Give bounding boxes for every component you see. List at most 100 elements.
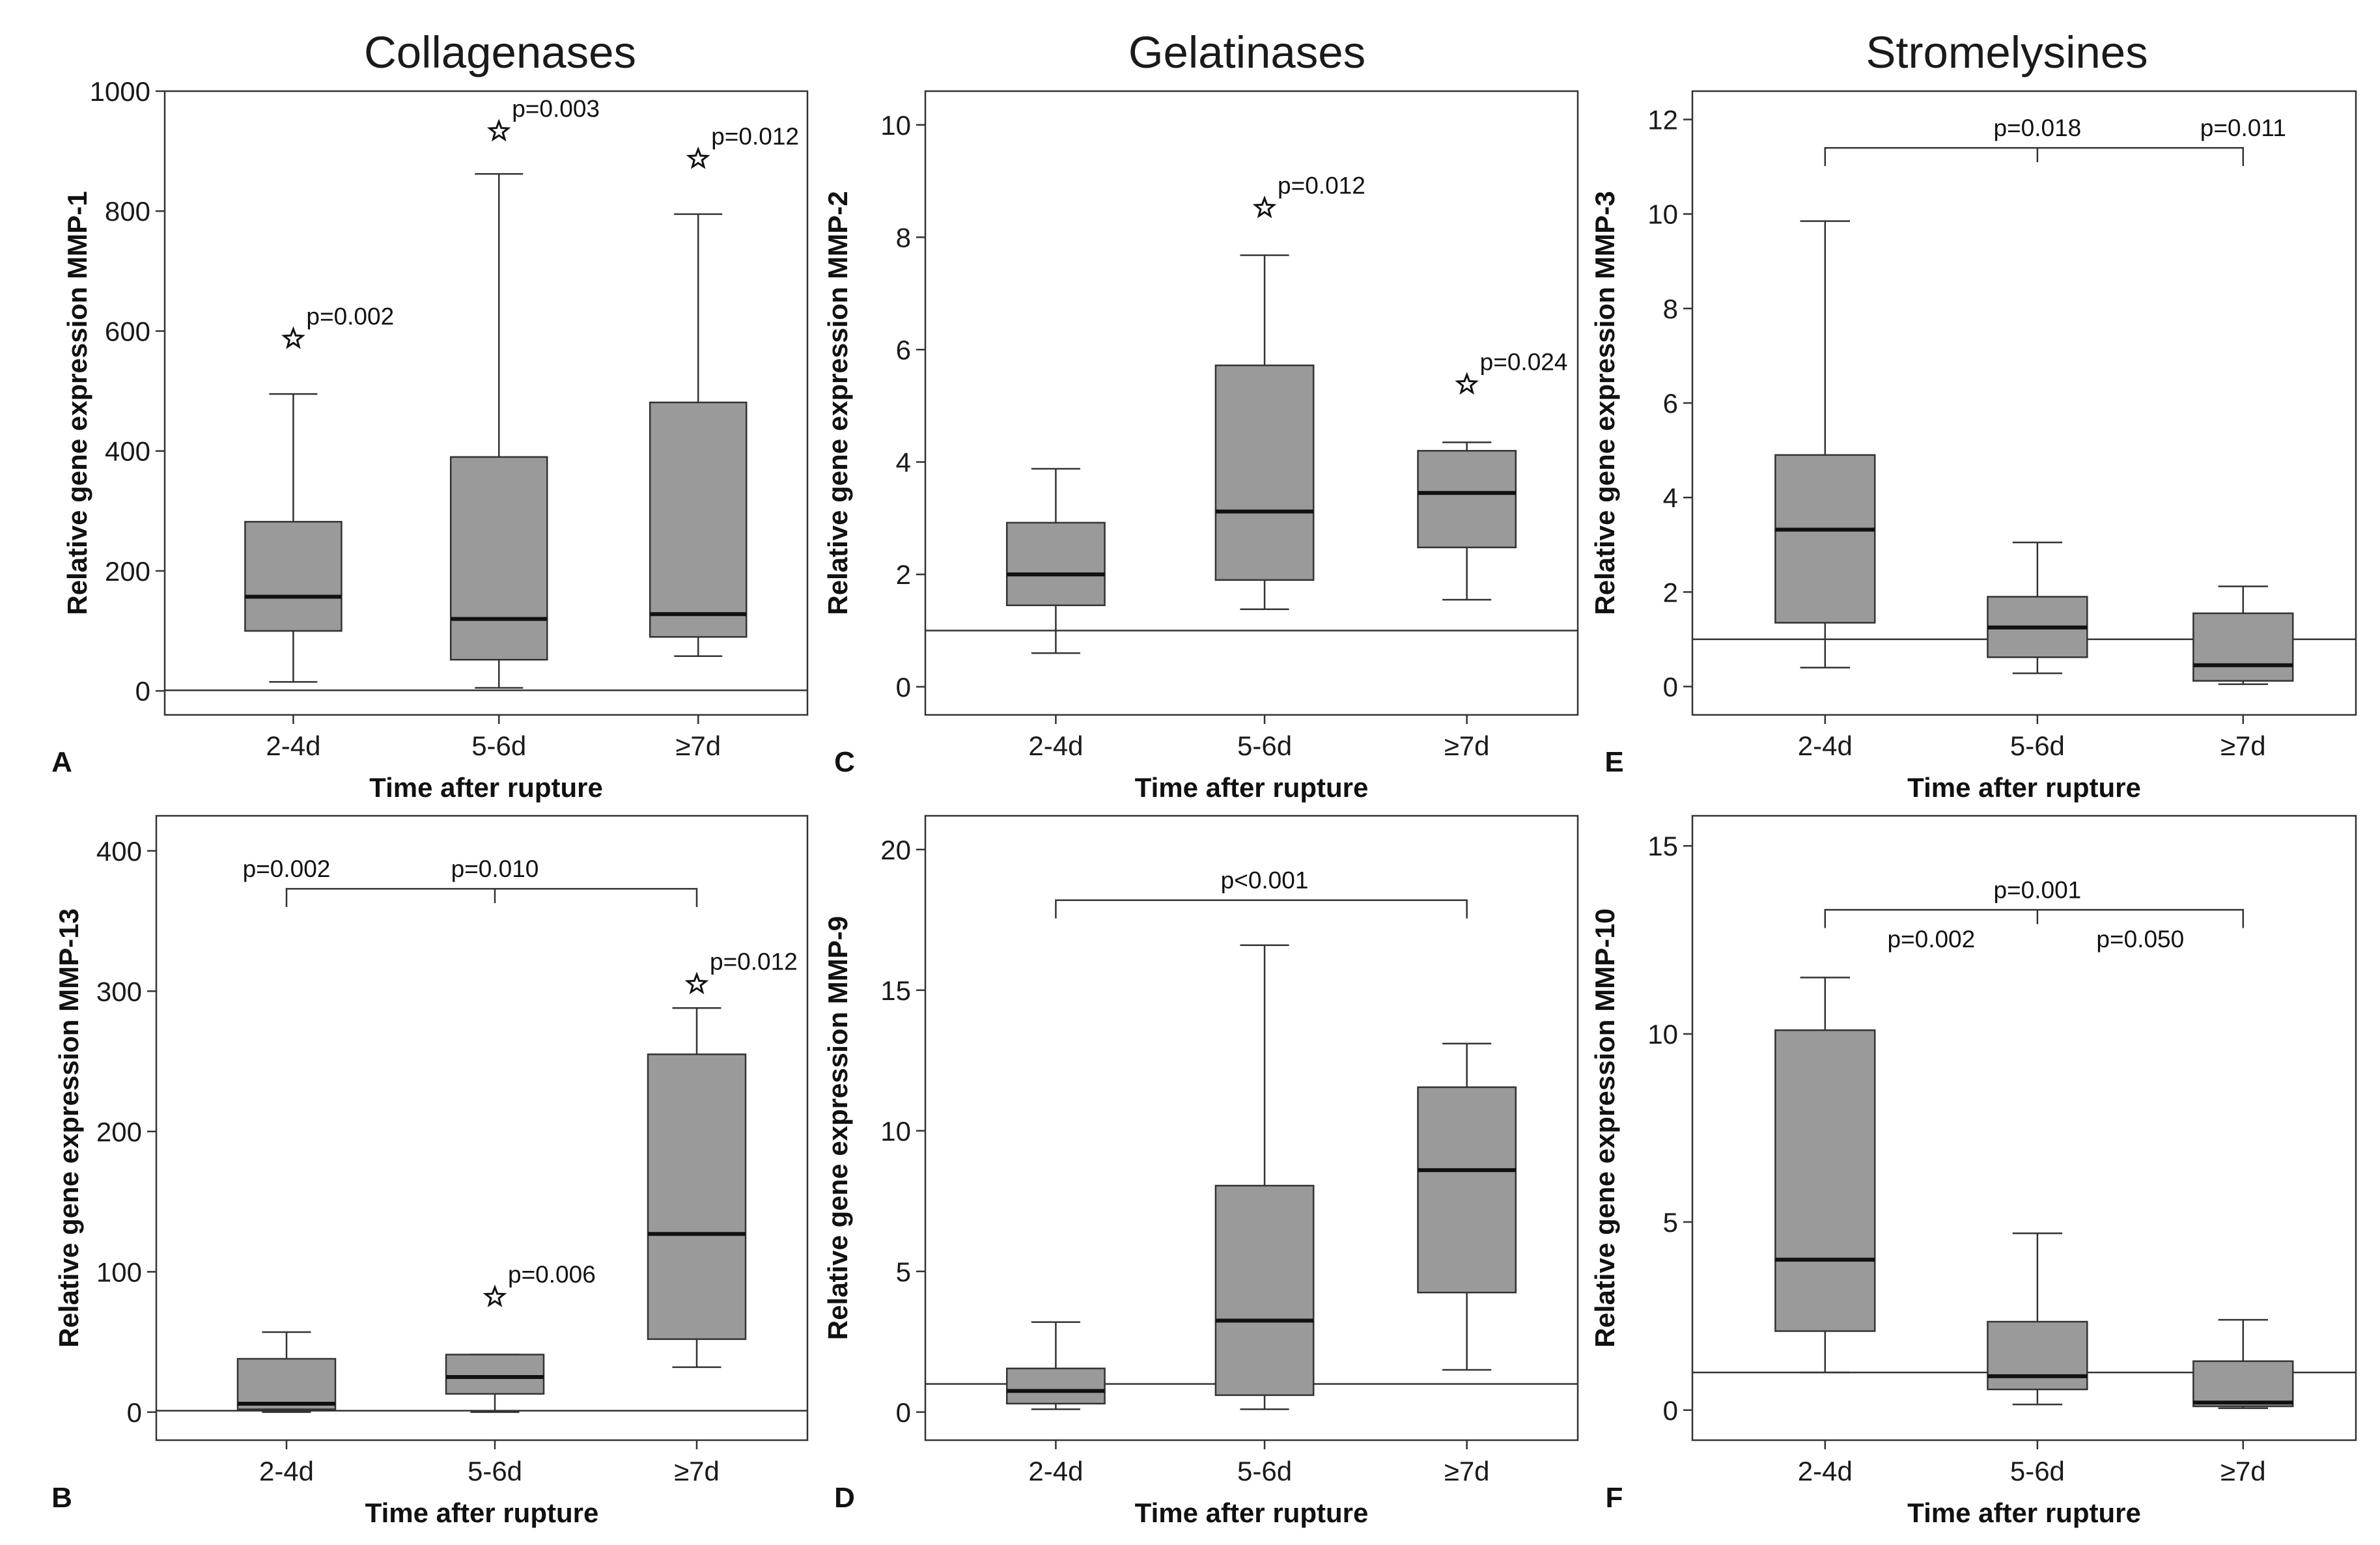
y-tick-label: 600: [105, 316, 150, 346]
y-tick-label: 4: [896, 447, 911, 478]
p-value-label: p=0.002: [306, 303, 394, 329]
x-tick-label: ≥7d: [675, 731, 721, 761]
iqr-box: [1214, 1184, 1315, 1397]
y-tick-label: 200: [105, 556, 150, 587]
panel-E: 0 2 4 6 8 10 12 2-4d 5-6d ≥7d Time after rupture Re…: [1589, 90, 2357, 803]
y-tick-label: 400: [105, 436, 150, 467]
y-axis-label: Relative gene expression MMP-10: [1589, 908, 1620, 1348]
y-tick-label: 0: [896, 672, 911, 703]
x-tick-label: ≥7d: [1444, 731, 1490, 761]
x-axis-label: Time after rupture: [365, 1497, 599, 1528]
outlier-star-icon: [483, 1284, 507, 1307]
y-axis-label: Relative gene expression MMP-1: [62, 191, 92, 615]
y-tick-label: 10: [1647, 1019, 1678, 1050]
y-axis-label: Relative gene expression MMP-3: [1589, 191, 1620, 615]
iqr-box: [1214, 364, 1315, 581]
panel-A: 0 200 400 600 800 1000 2-4d 5-6d ≥7d Time after r…: [51, 76, 809, 803]
x-tick-label: 2-4d: [1798, 731, 1853, 761]
y-tick-label: 5: [1663, 1207, 1678, 1238]
x-axis-label: Time after rupture: [369, 772, 603, 803]
y-tick-label: 6: [896, 335, 911, 365]
iqr-box: [1006, 1367, 1106, 1405]
x-tick-label: ≥7d: [2220, 731, 2266, 761]
y-axis-label: Relative gene expression MMP-13: [53, 908, 84, 1348]
x-tick-label: 5-6d: [1237, 1456, 1292, 1486]
y-tick-label: 20: [880, 835, 911, 865]
x-axis-label: Time after rupture: [1907, 772, 2141, 803]
box-2-4d: [1774, 220, 1876, 669]
iqr-box: [1417, 1086, 1517, 1294]
y-tick-label: 2: [896, 559, 911, 590]
panel-letter: E: [1604, 746, 1623, 778]
x-tick-label: 5-6d: [1237, 731, 1292, 761]
box-5-6d: [449, 173, 548, 689]
panel-D: 0 5 10 15 20 2-4d 5-6d ≥7d Time after rupture Rel…: [822, 814, 1579, 1528]
p-value-label: p=0.002: [1887, 926, 1975, 953]
significance-bracket: [1824, 909, 2245, 928]
x-tick-label: 2-4d: [1028, 1456, 1083, 1486]
outlier-star-icon: [281, 326, 305, 350]
y-tick-label: 0: [896, 1397, 911, 1428]
panel-letter: C: [834, 746, 855, 778]
box-≥7d: [647, 1007, 747, 1369]
iqr-box: [2192, 612, 2294, 682]
significance-bracket: [1055, 899, 1468, 919]
box-≥7d: [1417, 1042, 1517, 1371]
y-tick-label: 200: [96, 1117, 142, 1147]
box-5-6d: [1214, 944, 1315, 1410]
p-value-label: p=0.011: [2200, 115, 2286, 141]
panel-F: 0 5 10 15 2-4d 5-6d ≥7d Time after rupture Relat…: [1589, 814, 2357, 1528]
box-2-4d: [1774, 977, 1876, 1374]
iqr-box: [449, 456, 548, 661]
p-value-label: p=0.003: [512, 96, 600, 122]
y-tick-label: 10: [1647, 199, 1678, 230]
iqr-box: [236, 1357, 337, 1410]
column-title-gelatinases: Gelatinases: [1128, 27, 1365, 77]
box-≥7d: [2192, 1318, 2294, 1410]
x-tick-label: 5-6d: [2010, 1456, 2065, 1486]
significance-bracket: [1824, 146, 2245, 167]
box-≥7d: [649, 213, 748, 657]
p-value-label: p=0.002: [243, 856, 331, 882]
x-tick-label: 2-4d: [1028, 731, 1083, 761]
x-axis-label: Time after rupture: [1907, 1497, 2141, 1528]
box-5-6d: [1987, 1232, 2088, 1406]
p-value-label: p=0.012: [710, 949, 798, 975]
x-tick-label: 2-4d: [266, 731, 320, 761]
y-tick-label: 800: [105, 196, 150, 227]
p-value-label: p=0.018: [1993, 115, 2081, 141]
x-tick-label: ≥7d: [674, 1456, 720, 1486]
x-axis-label: Time after rupture: [1135, 772, 1369, 803]
iqr-box: [1417, 450, 1517, 549]
y-tick-label: 100: [96, 1257, 142, 1287]
p-value-label: p=0.050: [2096, 926, 2184, 953]
iqr-box: [1987, 1320, 2088, 1391]
y-tick-label: 1000: [90, 76, 150, 107]
iqr-box: [647, 1053, 747, 1341]
box-2-4d: [1006, 467, 1106, 654]
box-2-4d: [1006, 1321, 1106, 1410]
outlier-star-icon: [1252, 195, 1277, 219]
outlier-star-icon: [684, 971, 709, 995]
outlier-star-icon: [1455, 372, 1479, 395]
y-tick-label: 10: [880, 1116, 911, 1147]
x-tick-label: 5-6d: [2010, 731, 2065, 761]
y-tick-label: 0: [127, 1397, 142, 1428]
p-value-label: p=0.012: [1278, 173, 1365, 199]
y-tick-label: 6: [1663, 388, 1678, 419]
y-tick-label: 2: [1663, 577, 1678, 607]
x-tick-label: ≥7d: [1444, 1456, 1490, 1486]
y-axis-label: Relative gene expression MMP-9: [822, 916, 853, 1340]
x-axis-label: Time after rupture: [1135, 1497, 1369, 1528]
column-title-stromelysines: Stromelysines: [1866, 27, 2148, 77]
outlier-star-icon: [686, 146, 710, 169]
y-axis-label: Relative gene expression MMP-2: [822, 191, 853, 615]
y-tick-label: 15: [1647, 831, 1678, 861]
significance-bracket: [285, 887, 698, 908]
x-tick-label: 5-6d: [471, 731, 526, 761]
box-≥7d: [1417, 441, 1517, 601]
y-tick-label: 10: [880, 110, 911, 141]
y-tick-label: 0: [1663, 1395, 1678, 1426]
